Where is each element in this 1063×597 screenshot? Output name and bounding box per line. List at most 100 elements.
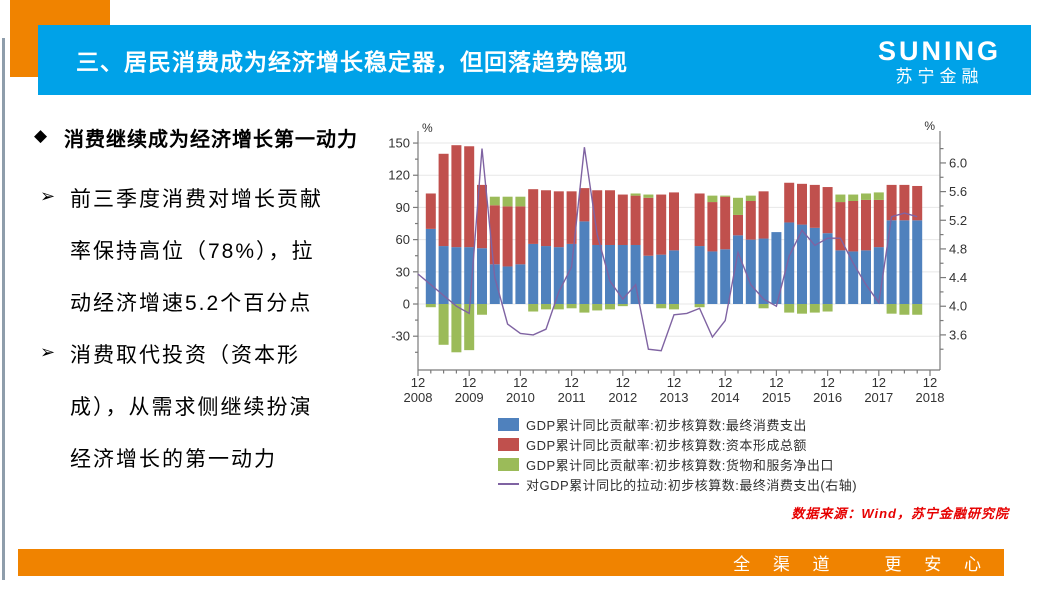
bar-netexports-2014-06 xyxy=(694,304,705,308)
bar-capital-2010-03 xyxy=(477,184,487,249)
legend-swatch-capital xyxy=(498,437,519,451)
bar-consumption-2010-03 xyxy=(477,248,487,305)
svg-text:0: 0 xyxy=(403,297,410,312)
stacked-bars xyxy=(425,145,923,353)
section-heading: 消费继续成为经济增长第一动力 xyxy=(64,129,358,151)
bar-consumption-2016-03 xyxy=(784,222,795,305)
bar-capital-2011-03 xyxy=(528,189,539,244)
bar-capital-2015-03 xyxy=(733,214,743,236)
svg-text:2009: 2009 xyxy=(455,390,484,405)
svg-text:6.0: 6.0 xyxy=(949,155,967,170)
bar-consumption-2014-06 xyxy=(694,246,705,305)
svg-text:3.6: 3.6 xyxy=(949,327,967,342)
svg-text:150: 150 xyxy=(388,136,410,151)
bar-netexports-2017-09 xyxy=(861,193,871,200)
bar-consumption-2014-12 xyxy=(720,249,731,305)
bar-capital-2012-09 xyxy=(605,190,615,245)
bar-capital-2016-03 xyxy=(784,182,795,223)
legend-item-consumption-pull-line: 对GDP累计同比的拉动:初步核算数:最终消费支出(右轴) xyxy=(498,474,857,494)
svg-text:12: 12 xyxy=(564,375,578,390)
bar-capital-2016-06 xyxy=(797,183,807,225)
bar-netexports-2016-03 xyxy=(784,304,795,313)
bullet-point-2: 消费取代投资（资本形 成），从需求侧继续扮演 经济增长的第一动力 xyxy=(70,344,313,471)
bar-capital-2009-06 xyxy=(438,153,449,247)
bar-consumption-2015-03 xyxy=(733,235,743,305)
legend-item-capital-formation: GDP累计同比贡献率:初步核算数:资本形成总额 xyxy=(498,434,857,454)
svg-text:12: 12 xyxy=(462,375,476,390)
bar-netexports-2011-06 xyxy=(541,304,551,310)
svg-text:12: 12 xyxy=(667,375,681,390)
left-edge-rule xyxy=(2,38,5,580)
suning-logo: SUNING 苏宁金融 xyxy=(878,36,1001,88)
bar-consumption-2014-09 xyxy=(707,251,718,305)
bar-consumption-2011-12 xyxy=(566,243,577,305)
bar-consumption-2011-03 xyxy=(528,243,539,305)
bar-capital-2016-09 xyxy=(809,184,820,228)
bar-netexports-2009-03 xyxy=(425,304,436,308)
axes xyxy=(413,131,946,376)
svg-text:%: % xyxy=(924,119,935,133)
logo-chinese-name: 苏宁金融 xyxy=(895,67,984,86)
bar-netexports-2016-09 xyxy=(809,304,820,313)
bar-consumption-2017-12 xyxy=(873,247,884,305)
svg-text:2015: 2015 xyxy=(762,390,791,405)
bar-netexports-2010-06 xyxy=(489,196,500,206)
bar-consumption-2017-03 xyxy=(835,250,846,305)
svg-text:30: 30 xyxy=(396,264,410,279)
svg-text:-30: -30 xyxy=(391,329,410,344)
bar-consumption-2009-09 xyxy=(451,247,462,305)
bar-consumption-2015-09 xyxy=(758,238,769,305)
bar-consumption-2012-06 xyxy=(592,244,603,305)
svg-text:5.6: 5.6 xyxy=(949,184,967,199)
bar-netexports-2011-03 xyxy=(528,304,539,312)
bar-consumption-2018-06 xyxy=(899,220,910,305)
svg-text:2012: 2012 xyxy=(608,390,637,405)
bar-consumption-2017-06 xyxy=(848,251,859,305)
svg-text:12: 12 xyxy=(411,375,425,390)
bar-consumption-2015-12 xyxy=(771,232,782,305)
bar-consumption-2010-12 xyxy=(515,264,526,305)
bar-netexports-2014-12 xyxy=(720,195,731,197)
bar-consumption-2010-09 xyxy=(502,266,513,305)
svg-text:60: 60 xyxy=(396,232,410,247)
arrow-bullet-icon: ➢ xyxy=(40,342,56,362)
svg-text:2011: 2011 xyxy=(558,390,586,405)
bar-capital-2011-06 xyxy=(541,190,551,247)
legend-item-consumption: GDP累计同比贡献率:初步核算数:最终消费支出 xyxy=(498,414,857,434)
bar-consumption-2011-06 xyxy=(541,246,551,305)
bar-consumption-2013-12 xyxy=(669,250,679,305)
bar-capital-2009-09 xyxy=(451,145,462,248)
bar-consumption-2013-06 xyxy=(643,255,654,305)
svg-text:120: 120 xyxy=(388,168,410,183)
bar-netexports-2012-12 xyxy=(617,304,628,307)
svg-text:5.2: 5.2 xyxy=(949,213,967,228)
bar-consumption-2016-06 xyxy=(797,224,807,305)
bar-netexports-2018-06 xyxy=(899,304,910,315)
legend-swatch-net-exports xyxy=(498,457,519,471)
bar-netexports-2009-06 xyxy=(438,304,449,345)
svg-text:12: 12 xyxy=(872,375,886,390)
bar-netexports-2012-09 xyxy=(605,304,615,310)
page-title: 三、居民消费成为经济增长稳定器，但回落趋势隐现 xyxy=(76,49,628,75)
legend-swatch-consumption xyxy=(498,417,519,431)
footer-slogan-right: 更 安 心 xyxy=(884,555,990,574)
bar-capital-2011-12 xyxy=(566,191,577,244)
data-source-note: 数据来源：Wind，苏宁金融研究院 xyxy=(791,506,1009,521)
legend-label: GDP累计同比贡献率:初步核算数:资本形成总额 xyxy=(526,437,807,453)
bar-capital-2014-09 xyxy=(707,202,718,252)
svg-text:%: % xyxy=(422,121,433,135)
bar-consumption-2017-09 xyxy=(861,250,871,305)
bar-consumption-2016-09 xyxy=(809,227,820,305)
legend-label: GDP累计同比贡献率:初步核算数:最终消费支出 xyxy=(526,417,807,433)
bar-capital-2012-06 xyxy=(592,190,603,245)
bar-consumption-2012-03 xyxy=(579,221,590,305)
svg-text:2014: 2014 xyxy=(711,390,740,405)
svg-text:90: 90 xyxy=(396,200,410,215)
bar-capital-2009-03 xyxy=(425,193,436,229)
bar-capital-2009-12 xyxy=(464,146,475,248)
bar-netexports-2010-03 xyxy=(477,304,487,315)
bar-capital-2011-09 xyxy=(553,191,564,248)
header-bar: 三、居民消费成为经济增长稳定器，但回落趋势隐现 SUNING 苏宁金融 xyxy=(38,25,1031,95)
bar-netexports-2015-03 xyxy=(733,197,743,215)
bar-netexports-2014-09 xyxy=(707,195,718,203)
